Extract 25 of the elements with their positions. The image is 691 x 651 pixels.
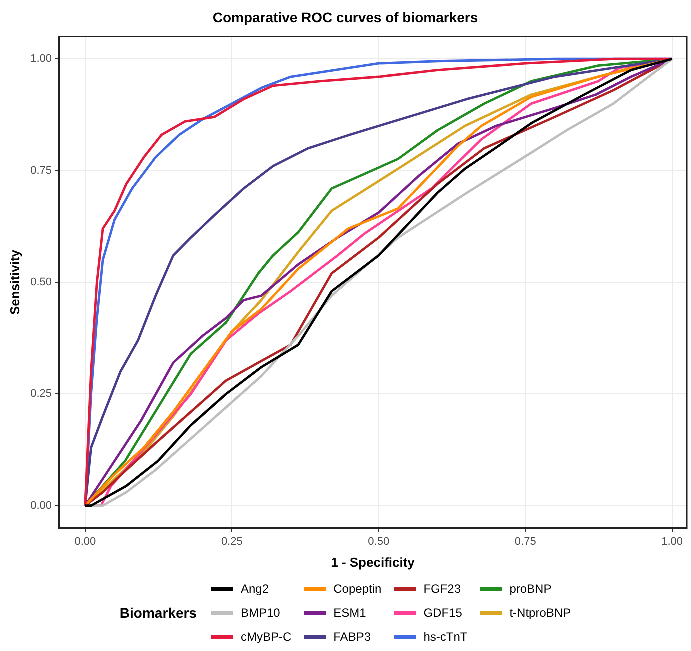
x-tick-label: 0.00 [74, 536, 96, 548]
legend-label: Ang2 [240, 582, 269, 596]
legend-title: Biomarkers [120, 605, 197, 621]
x-tick-label: 0.50 [368, 536, 390, 548]
y-tick-label: 0.50 [30, 276, 52, 289]
legend-label: hs-cTnT [424, 630, 468, 644]
chart-title: Comparative ROC curves of biomarkers [212, 9, 478, 26]
legend-label: t-NtproBNP [510, 606, 572, 620]
x-tick-label: 0.75 [514, 536, 536, 548]
legend-label: FGF23 [424, 582, 462, 596]
legend-label: proBNP [510, 582, 552, 596]
x-tick-label: 0.25 [221, 536, 243, 548]
legend-label: Copeptin [334, 582, 382, 596]
x-tick-label: 1.00 [662, 536, 684, 548]
y-tick-label: 1.00 [30, 53, 52, 66]
y-axis-title: Sensitivity [7, 249, 22, 316]
legend-label: BMP10 [240, 606, 280, 620]
y-tick-label: 0.00 [30, 500, 52, 512]
y-tick-label: 0.25 [30, 388, 52, 400]
x-axis-title: 1 - Specificity [331, 554, 416, 570]
legend-label: FABP3 [334, 630, 371, 644]
legend-label: cMyBP-C [240, 630, 292, 644]
legend-label: ESM1 [334, 606, 366, 620]
legend-label: GDF15 [424, 606, 462, 620]
y-tick-label: 0.75 [30, 164, 52, 177]
